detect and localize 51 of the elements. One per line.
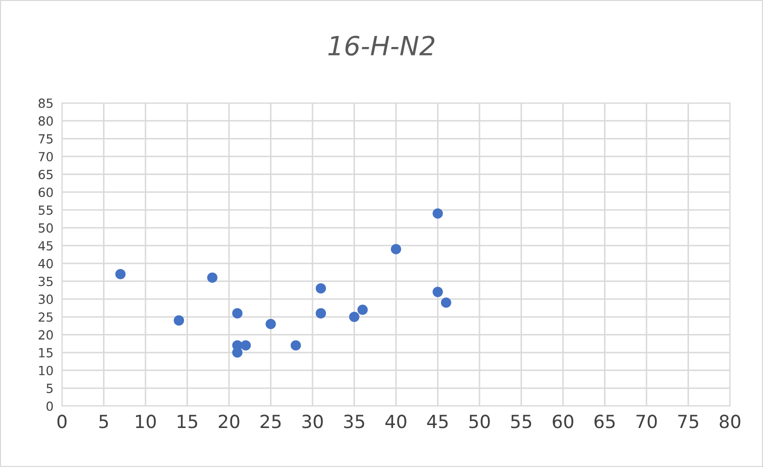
point — [240, 340, 251, 351]
y-tick-label: 80 — [38, 116, 53, 126]
x-tick-label: 0 — [57, 414, 67, 428]
point — [266, 318, 276, 330]
x-tick-label: 40 — [385, 414, 406, 428]
x-tick-label: 10 — [136, 414, 156, 428]
y-tick-label: 85 — [38, 98, 53, 108]
x-tick-label: 50 — [469, 414, 490, 428]
x-tick-label: 5 — [99, 414, 108, 428]
point — [349, 312, 360, 322]
x-tick-label: 55 — [511, 414, 532, 428]
x-tick-label: 75 — [678, 414, 698, 428]
y-tick-label: 25 — [38, 312, 53, 322]
y-tick-label: 0 — [46, 401, 53, 411]
x-tick-label: 30 — [302, 414, 323, 428]
y-tick-label: 70 — [38, 152, 53, 162]
y-tick-label: 65 — [38, 170, 53, 180]
y-tick-label: 60 — [38, 188, 53, 198]
point — [390, 244, 402, 254]
y-tick-label: 35 — [38, 276, 53, 286]
y-tick-label: 50 — [38, 223, 53, 233]
x-tick-label: 60 — [552, 414, 574, 428]
point — [432, 208, 443, 219]
x-tick-label: 20 — [218, 414, 240, 428]
y-tick-label: 10 — [39, 366, 53, 376]
y-tick-label: 5 — [46, 384, 53, 394]
x-tick-label: 15 — [178, 414, 198, 428]
x-tick-label: 35 — [344, 414, 364, 428]
x-tick-label: 45 — [427, 414, 448, 428]
y-tick-label: 40 — [38, 258, 53, 268]
point — [232, 308, 242, 318]
y-tick-label: 55 — [38, 206, 53, 215]
y-tick-label: 15 — [39, 348, 53, 358]
y-tick-label: 30 — [38, 294, 53, 304]
point — [174, 315, 184, 326]
point — [440, 297, 452, 308]
point — [316, 308, 326, 318]
y-tick-label: 75 — [38, 134, 53, 144]
y-tick-label: 45 — [38, 241, 53, 251]
x-tick-label: 80 — [720, 414, 740, 428]
point — [207, 272, 218, 283]
x-tick-label: 25 — [260, 414, 281, 428]
x-tick-label: 65 — [594, 414, 615, 428]
point — [290, 340, 301, 351]
x-tick-label: 70 — [636, 414, 657, 428]
point — [432, 286, 443, 298]
point — [316, 283, 326, 294]
chart-title: 16-H-N2 — [328, 36, 434, 56]
point — [115, 268, 126, 280]
point — [357, 304, 368, 315]
y-tick-label: 20 — [38, 330, 53, 340]
